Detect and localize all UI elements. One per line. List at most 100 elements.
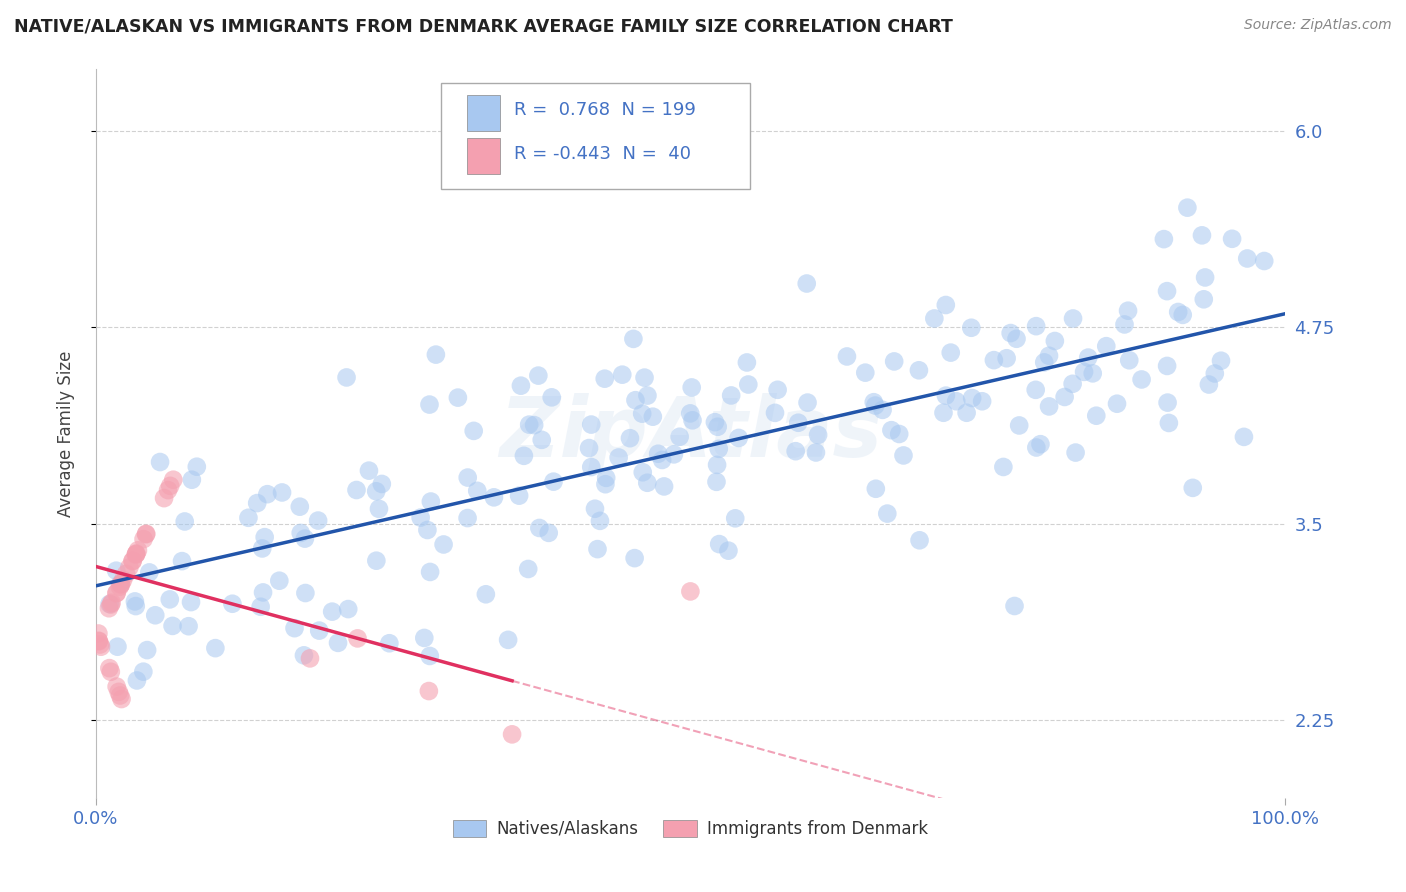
Point — [292, 648, 315, 663]
Point — [98, 597, 121, 611]
Point — [631, 407, 654, 421]
Point — [908, 533, 931, 548]
Point — [246, 496, 269, 510]
Point — [87, 626, 110, 640]
Point — [908, 363, 931, 377]
Point — [125, 548, 148, 562]
Point — [256, 487, 278, 501]
Point — [366, 554, 388, 568]
Point — [883, 354, 905, 368]
Point — [112, 573, 135, 587]
Point — [1053, 390, 1076, 404]
Point — [465, 483, 488, 498]
Point — [252, 541, 274, 556]
Point — [735, 355, 758, 369]
Point — [105, 680, 128, 694]
Point — [835, 350, 858, 364]
Point — [125, 547, 148, 561]
Point — [159, 479, 181, 493]
Point — [960, 320, 983, 334]
Point — [517, 562, 540, 576]
Point — [271, 485, 294, 500]
Point — [647, 447, 669, 461]
Point — [595, 471, 617, 485]
Point — [162, 473, 184, 487]
Point — [862, 395, 884, 409]
Point — [110, 692, 132, 706]
Point — [796, 395, 818, 409]
Point — [537, 525, 560, 540]
Point — [955, 406, 977, 420]
Point — [1194, 270, 1216, 285]
Text: Source: ZipAtlas.com: Source: ZipAtlas.com — [1244, 18, 1392, 32]
Point — [368, 501, 391, 516]
Point — [709, 537, 731, 551]
Point — [107, 640, 129, 654]
Point — [143, 608, 166, 623]
Point — [529, 521, 551, 535]
Point — [1095, 339, 1118, 353]
Point — [105, 586, 128, 600]
Point — [1038, 349, 1060, 363]
Point — [595, 477, 617, 491]
Point — [523, 418, 546, 433]
Point — [1236, 252, 1258, 266]
Point — [807, 428, 830, 442]
Point — [294, 586, 316, 600]
FancyBboxPatch shape — [467, 138, 501, 174]
Point — [636, 475, 658, 490]
Point — [1025, 319, 1047, 334]
Point — [872, 402, 894, 417]
Point — [335, 370, 357, 384]
Point — [517, 417, 540, 432]
Point — [1181, 481, 1204, 495]
Point — [337, 602, 360, 616]
Point — [105, 586, 128, 600]
Text: ZipAtlas: ZipAtlas — [499, 392, 882, 474]
Point — [100, 665, 122, 679]
Point — [578, 441, 600, 455]
Legend: Natives/Alaskans, Immigrants from Denmark: Natives/Alaskans, Immigrants from Denmar… — [446, 813, 935, 845]
Point — [1167, 305, 1189, 319]
Point — [110, 577, 132, 591]
Point — [706, 419, 728, 434]
Point — [173, 515, 195, 529]
Point — [463, 424, 485, 438]
Point — [668, 430, 690, 444]
Point — [1073, 365, 1095, 379]
Point — [1156, 359, 1178, 373]
Point — [509, 378, 531, 392]
Point — [87, 634, 110, 648]
Point — [527, 368, 550, 383]
Point — [1029, 437, 1052, 451]
Point — [889, 427, 911, 442]
Point — [589, 514, 612, 528]
Point — [932, 406, 955, 420]
FancyBboxPatch shape — [467, 95, 501, 131]
Point — [357, 464, 380, 478]
Point — [89, 637, 111, 651]
Point — [125, 599, 148, 613]
Point — [724, 511, 747, 525]
Point — [581, 460, 603, 475]
Point — [107, 685, 129, 699]
Point — [1204, 367, 1226, 381]
Point — [149, 455, 172, 469]
Point — [1118, 353, 1140, 368]
Point — [1008, 418, 1031, 433]
Point — [876, 507, 898, 521]
Point — [125, 673, 148, 688]
Point — [138, 566, 160, 580]
Point — [105, 564, 128, 578]
Point — [98, 661, 121, 675]
Point — [939, 345, 962, 359]
Point — [110, 577, 132, 591]
Point — [238, 510, 260, 524]
Point — [115, 566, 138, 581]
Point — [1043, 334, 1066, 348]
Point — [995, 351, 1018, 366]
Point — [432, 537, 454, 551]
Point — [530, 433, 553, 447]
Point — [162, 619, 184, 633]
Point — [1209, 353, 1232, 368]
